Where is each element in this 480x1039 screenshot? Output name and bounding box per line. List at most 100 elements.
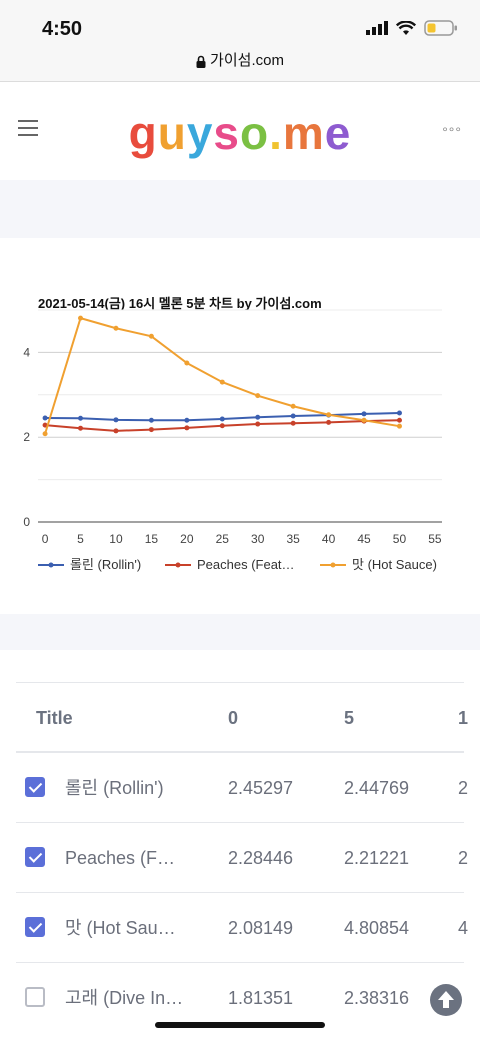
column-header-title[interactable]: Title — [36, 708, 73, 728]
row-checkbox[interactable] — [25, 777, 45, 797]
data-point — [255, 414, 261, 420]
status-bar: 4:50 — [0, 0, 480, 48]
row-value-5: 2.44769 — [344, 778, 410, 798]
data-point — [396, 417, 402, 423]
row-value-5: 2.21221 — [344, 848, 410, 868]
data-point — [184, 425, 190, 431]
logo-letter: u — [157, 107, 187, 159]
status-time: 4:50 — [42, 18, 83, 40]
row-checkbox[interactable] — [25, 917, 45, 937]
url-bar[interactable]: 가이섬.com — [0, 48, 480, 82]
x-tick-label: 40 — [322, 532, 336, 546]
legend-label: Peaches (Feat… — [197, 557, 295, 572]
data-point — [113, 428, 119, 434]
data-point — [78, 315, 84, 321]
data-point — [148, 427, 154, 433]
data-point — [290, 420, 296, 426]
wifi-icon — [396, 20, 416, 35]
row-value-5: 4.80854 — [344, 918, 410, 938]
table-row[interactable]: 맛 (Hot Sau… 2.08149 4.80854 4 — [16, 892, 468, 962]
column-header-0[interactable]: 0 — [228, 708, 239, 728]
row-value-10: 2 — [458, 778, 469, 798]
row-value-5: 2.38316 — [344, 988, 410, 1008]
row-value-10: 4 — [458, 918, 469, 938]
data-point — [326, 419, 332, 425]
x-tick-label: 5 — [77, 532, 84, 546]
more-dots-icon[interactable]: °°° — [442, 124, 462, 140]
legend-swatch-dot — [48, 562, 54, 568]
row-value-10: 2 — [458, 848, 469, 868]
table-header-row: Title 0 5 1 — [16, 682, 468, 752]
data-point — [113, 417, 119, 423]
column-header-5[interactable]: 5 — [344, 708, 355, 728]
legend-swatch-dot — [330, 562, 336, 568]
signal-icon — [366, 21, 388, 35]
data-point — [255, 421, 261, 427]
data-point — [290, 413, 296, 419]
data-point — [78, 415, 84, 421]
logo-letter: y — [186, 107, 214, 159]
data-point — [184, 417, 190, 423]
row-title: Peaches (F… — [65, 848, 176, 868]
logo-letter: e — [324, 107, 352, 159]
data-point — [290, 403, 296, 409]
logo-letter: s — [213, 107, 240, 159]
row-checkbox[interactable] — [25, 987, 45, 1007]
series-line — [44, 316, 400, 435]
data-point — [113, 325, 119, 331]
battery-icon — [424, 20, 457, 36]
logo-letter: . — [269, 107, 283, 159]
data-point — [361, 417, 367, 423]
logo-letter: g — [128, 107, 158, 159]
x-tick-label: 30 — [251, 532, 265, 546]
arrow-up-icon — [438, 991, 454, 1008]
row-title: 롤린 (Rollin') — [65, 778, 164, 798]
row-checkbox[interactable] — [25, 847, 45, 867]
data-point — [148, 417, 154, 423]
column-header-10[interactable]: 1 — [458, 708, 469, 728]
data-point — [219, 416, 225, 422]
data-table: Title 0 5 1 롤린 (Rollin') 2.45297 2.44769 2 P… — [16, 682, 468, 1032]
legend-swatch-dot — [175, 562, 181, 568]
logo-letter: m — [282, 107, 325, 159]
site-header: guyso.me °°° — [0, 82, 480, 180]
data-point — [184, 360, 190, 366]
data-table-card: Title 0 5 1 롤린 (Rollin') 2.45297 2.44769 2 P… — [0, 650, 480, 1039]
data-point — [219, 423, 225, 429]
y-tick-label: 4 — [23, 345, 30, 359]
row-value-0: 2.08149 — [228, 918, 294, 938]
table-row[interactable]: 고래 (Dive In… 1.81351 2.38316 — [16, 962, 464, 1032]
logo-letter: o — [240, 107, 270, 159]
row-value-0: 2.45297 — [228, 778, 294, 798]
y-tick-label: 2 — [23, 430, 30, 444]
data-point — [326, 412, 332, 418]
row-value-0: 1.81351 — [228, 988, 294, 1008]
data-point — [396, 423, 402, 429]
row-title: 맛 (Hot Sau… — [65, 918, 176, 938]
x-tick-label: 50 — [393, 532, 407, 546]
x-tick-label: 35 — [286, 532, 300, 546]
hamburger-icon[interactable] — [18, 120, 38, 136]
table-row[interactable]: 롤린 (Rollin') 2.45297 2.44769 2 — [16, 752, 468, 822]
data-point — [42, 431, 48, 437]
home-indicator — [155, 1022, 325, 1028]
lock-icon — [196, 55, 206, 68]
x-tick-label: 0 — [42, 532, 49, 546]
data-point — [219, 379, 225, 385]
scroll-top-button[interactable] — [430, 984, 462, 1016]
table-row[interactable]: Peaches (F… 2.28446 2.21221 2 — [16, 822, 468, 892]
chart-card: 2021-05-14(금) 16시 멜론 5분 차트 by 가이섬.com 0 2… — [0, 238, 480, 614]
data-point — [78, 425, 84, 431]
x-tick-label: 25 — [216, 532, 230, 546]
site-logo[interactable]: guyso.me — [0, 106, 480, 160]
legend-label: 롤린 (Rollin') — [70, 557, 141, 572]
data-point — [255, 393, 261, 399]
y-tick-label: 0 — [23, 515, 30, 529]
chart-title: 2021-05-14(금) 16시 멜론 5분 차트 by 가이섬.com — [38, 296, 322, 311]
x-tick-label: 15 — [145, 532, 159, 546]
data-point — [42, 415, 48, 421]
legend-label: 맛 (Hot Sauce) — [352, 557, 437, 572]
x-tick-label: 45 — [357, 532, 371, 546]
x-tick-label: 20 — [180, 532, 194, 546]
